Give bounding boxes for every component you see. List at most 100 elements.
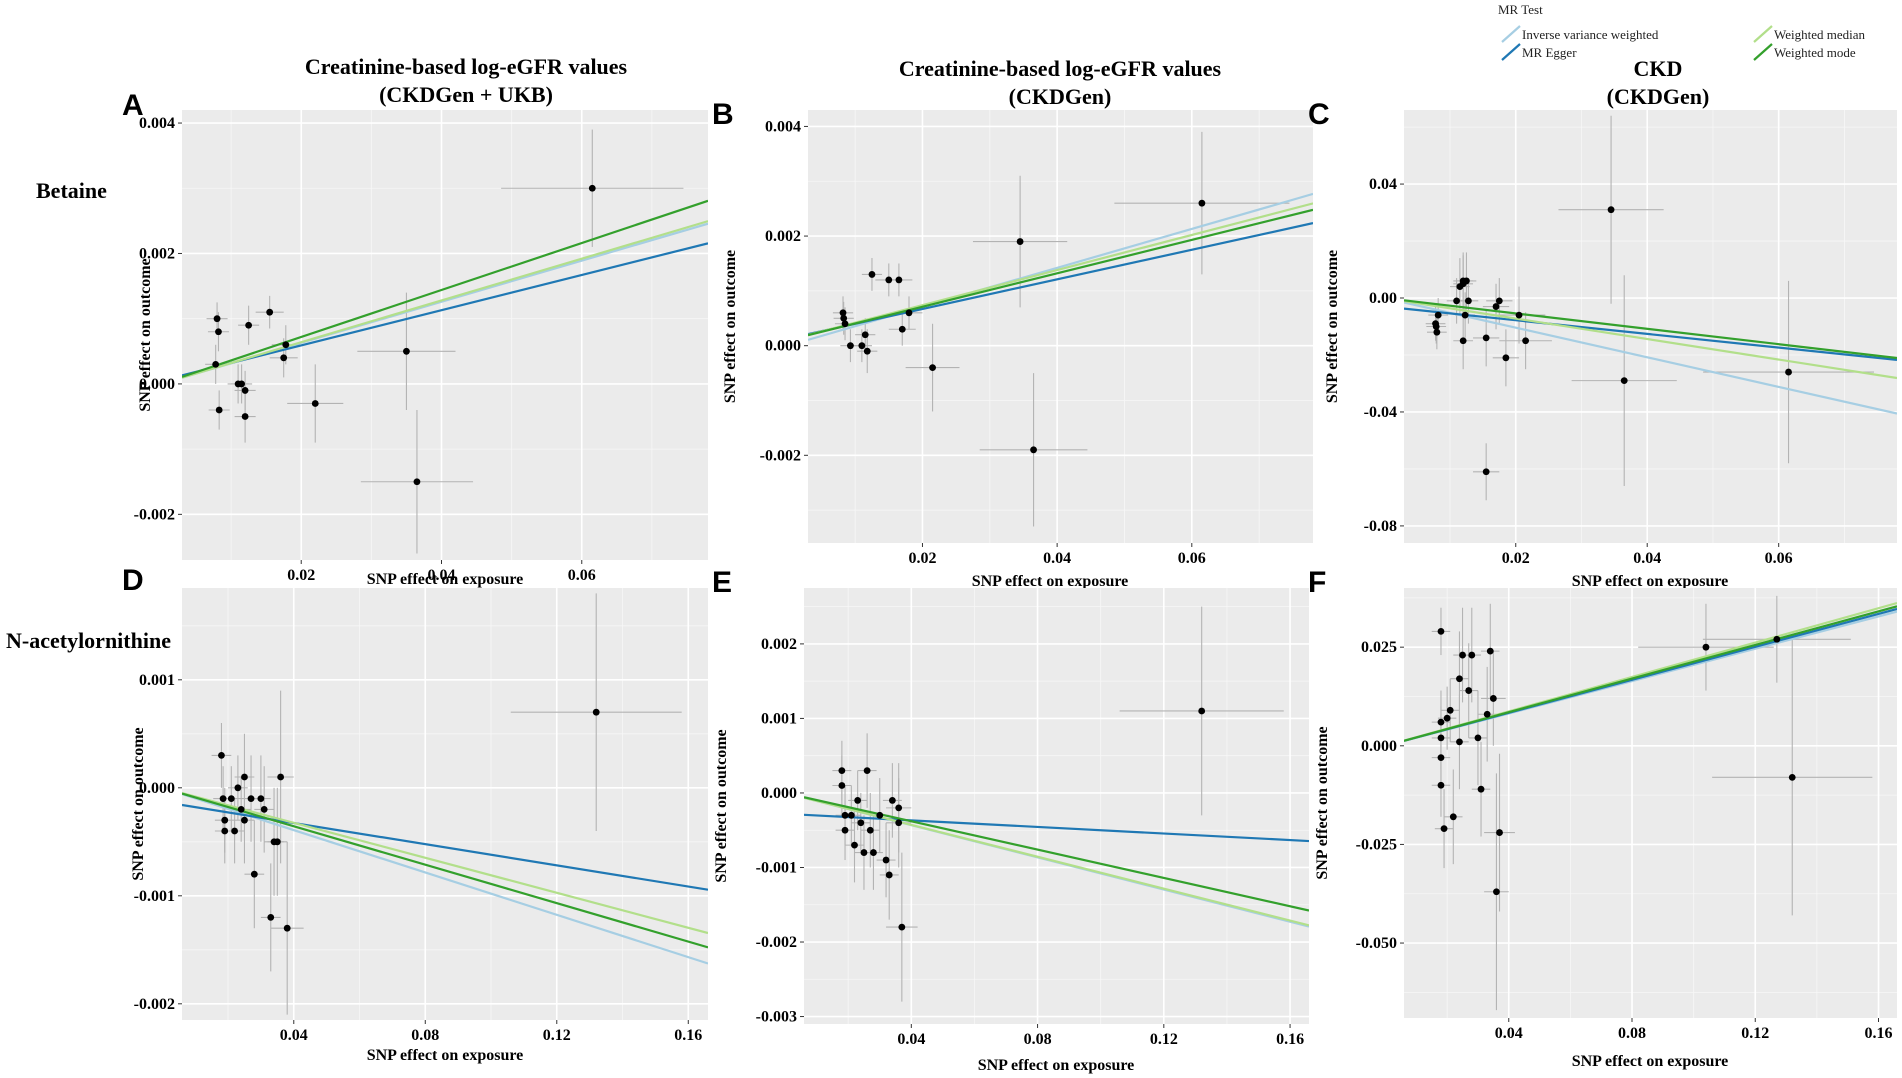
regression-line-weighted-mode: [182, 199, 708, 378]
snp-point: [1433, 328, 1441, 336]
y-axis-label: SNP effect on outcome: [1324, 250, 1341, 403]
panel-letter-e: E: [712, 566, 732, 599]
y-tick-label: 0.004: [139, 115, 175, 132]
snp-point: [218, 752, 225, 759]
y-axis-label: SNP effect on outcome: [130, 727, 147, 880]
legend-item-weighted-median: Weighted median: [1753, 25, 1866, 43]
snp-point: [234, 784, 242, 792]
snp-point: [838, 782, 846, 789]
snp-point: [1607, 206, 1615, 214]
plot-content-b: [808, 131, 1313, 527]
x-tick-label: 0.06: [568, 567, 596, 584]
plot-area-e: [804, 588, 1309, 1024]
snp-point: [212, 360, 220, 368]
snp-point: [280, 354, 288, 362]
snp-point: [1785, 368, 1792, 376]
snp-point: [1702, 643, 1710, 651]
snp-point: [1465, 687, 1473, 694]
legend-title: MR Test: [1498, 2, 1543, 17]
snp-point: [227, 795, 235, 802]
snp-point: [1456, 675, 1463, 683]
y-tick-label: 0.002: [765, 228, 801, 245]
snp-point: [219, 795, 227, 802]
y-tick-label: 0.000: [139, 780, 175, 797]
legend-label-weighted-median: Weighted median: [1774, 27, 1866, 42]
regression-line-egger: [808, 222, 1313, 336]
panel-letter-d: D: [122, 564, 144, 597]
snp-point: [250, 870, 258, 878]
snp-point: [929, 364, 936, 372]
snp-point: [858, 342, 866, 350]
snp-point: [215, 328, 222, 336]
column-title-2-line-1: Creatinine-based log-eGFR values: [899, 56, 1222, 81]
x-axis-label: SNP effect on exposure: [1572, 1053, 1729, 1070]
x-tick-label: 0.04: [1043, 550, 1071, 567]
y-axis-label: SNP effect on outcome: [722, 250, 739, 403]
x-tick-label: 0.02: [908, 550, 936, 567]
x-axis-label: SNP effect on exposure: [367, 1047, 524, 1064]
snp-point: [1483, 710, 1491, 718]
snp-point: [895, 276, 903, 284]
snp-point: [277, 773, 285, 781]
y-tick-label: -0.001: [756, 859, 797, 876]
regression-line-weighted-mode: [1404, 299, 1897, 360]
regression-line-weighted-mode: [808, 208, 1313, 337]
x-tick-label: 0.04: [897, 1031, 925, 1048]
x-tick-label: 0.04: [280, 1027, 308, 1044]
x-tick-label: 0.08: [411, 1027, 439, 1044]
plot-area-c: [1404, 110, 1897, 543]
plot-area-f: [1404, 588, 1897, 1018]
y-axis-label: SNP effect on outcome: [713, 729, 730, 882]
snp-point: [1463, 277, 1470, 285]
panel-letter-c: C: [1308, 98, 1330, 131]
y-tick-label: 0.001: [761, 710, 797, 727]
y-tick-label: 0.000: [139, 376, 175, 393]
legend-label-weighted-mode: Weighted mode: [1774, 45, 1856, 60]
regression-line-weighted-median: [182, 220, 708, 379]
snp-point: [1437, 734, 1445, 742]
plot-content-e: [804, 606, 1309, 1002]
plot-area-d: [182, 588, 708, 1020]
y-tick-label: -0.050: [1356, 935, 1397, 952]
snp-point: [868, 271, 876, 278]
x-tick-label: 0.16: [1865, 1025, 1893, 1042]
snp-point: [1482, 468, 1490, 476]
snp-point: [311, 400, 319, 407]
snp-point: [1456, 738, 1463, 746]
snp-point: [841, 826, 849, 834]
panel-letter-a: A: [122, 89, 144, 122]
snp-point: [592, 708, 600, 716]
regression-line-weighted-mode: [804, 796, 1309, 912]
y-tick-label: -0.04: [1364, 404, 1397, 421]
snp-point: [1449, 813, 1457, 821]
snp-point: [241, 816, 248, 824]
y-axis-label: SNP effect on outcome: [137, 258, 154, 411]
panel-letter-b: B: [712, 98, 734, 131]
snp-point: [1459, 651, 1466, 659]
snp-point: [1198, 707, 1206, 715]
snp-point: [1620, 377, 1628, 385]
snp-point: [1482, 334, 1490, 342]
snp-point: [895, 804, 903, 812]
snp-point: [854, 797, 862, 804]
y-tick-label: 0.00: [1369, 290, 1397, 307]
snp-point: [1461, 311, 1469, 319]
y-tick-label: 0.000: [761, 785, 797, 802]
y-tick-label: -0.002: [134, 506, 175, 523]
plot-area-a: [182, 110, 708, 560]
x-axis-label: SNP effect on exposure: [1572, 573, 1729, 590]
snp-point: [231, 827, 239, 835]
x-tick-label: 0.12: [543, 1027, 571, 1044]
snp-point: [1443, 714, 1451, 722]
legend-swatch-egger: [1501, 43, 1521, 61]
snp-point: [413, 478, 421, 486]
snp-point: [1773, 635, 1781, 643]
snp-point: [838, 767, 846, 774]
snp-point: [863, 767, 871, 774]
snp-point: [860, 849, 868, 856]
snp-point: [215, 406, 223, 414]
snp-point: [905, 309, 913, 317]
snp-point: [1489, 695, 1497, 702]
snp-point: [1477, 785, 1485, 793]
x-tick-label: 0.02: [287, 567, 315, 584]
